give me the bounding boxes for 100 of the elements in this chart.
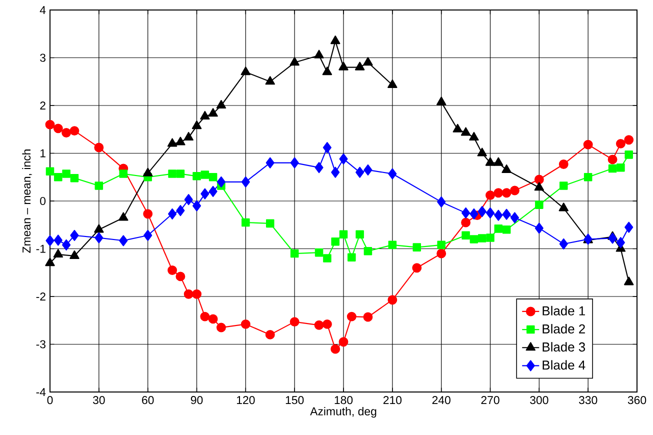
y-axis-title: Zmean – mean, inch [22, 150, 32, 253]
point [176, 272, 186, 282]
point [208, 108, 218, 117]
point [452, 124, 463, 132]
point [45, 258, 55, 266]
point [62, 239, 71, 250]
x-tick-label: 150 [286, 396, 304, 404]
y-tick-label: -1 [36, 244, 46, 253]
point [70, 174, 79, 182]
point [469, 132, 479, 141]
point [200, 170, 210, 179]
point [559, 182, 568, 190]
point [216, 322, 226, 332]
point [118, 212, 128, 221]
point [54, 172, 62, 182]
point [437, 196, 446, 208]
point [478, 206, 486, 218]
y-tick-label: -2 [36, 292, 46, 300]
point [502, 164, 512, 174]
point [412, 263, 422, 273]
point [461, 218, 471, 228]
point [168, 208, 177, 220]
point [338, 337, 348, 347]
point [314, 320, 324, 330]
point [208, 172, 218, 182]
point [240, 66, 251, 76]
point [558, 160, 568, 169]
point [94, 224, 104, 233]
point [616, 237, 625, 248]
point [535, 200, 544, 209]
point [144, 230, 152, 241]
point [470, 208, 478, 220]
point [534, 222, 544, 234]
point [119, 170, 128, 178]
point [168, 266, 178, 275]
y-tick-label: 2 [40, 102, 46, 110]
point [502, 208, 511, 220]
point [70, 250, 80, 259]
point [388, 295, 398, 305]
point [192, 120, 202, 130]
point [330, 344, 340, 354]
point [364, 164, 372, 176]
x-tick-label: 210 [383, 396, 402, 404]
point [486, 190, 495, 200]
point [184, 289, 194, 299]
point [559, 238, 568, 250]
point [346, 312, 356, 322]
y-tick-label: 1 [40, 149, 46, 158]
point [176, 136, 186, 146]
point [62, 128, 72, 138]
point [356, 230, 364, 239]
point [486, 207, 495, 218]
legend-label: Blade 3 [542, 342, 586, 352]
point [583, 140, 593, 150]
point [216, 100, 226, 109]
point [477, 148, 487, 156]
point [624, 150, 633, 159]
point [494, 188, 504, 198]
point [46, 167, 54, 176]
point [436, 248, 446, 258]
point [314, 162, 324, 174]
point [460, 127, 471, 136]
point [348, 253, 356, 262]
y-tick-label: -4 [36, 388, 46, 396]
point [290, 249, 299, 258]
x-tick-label: 30 [92, 396, 105, 404]
point [184, 132, 194, 141]
point [192, 200, 202, 212]
point [240, 319, 250, 329]
point [331, 237, 340, 246]
point [616, 163, 625, 172]
x-tick-label: 120 [236, 396, 255, 404]
point [200, 110, 210, 120]
x-tick-label: 270 [481, 396, 500, 404]
point [534, 182, 544, 191]
point [142, 168, 153, 176]
x-tick-label: 300 [530, 396, 548, 404]
legend-label: Blade 1 [542, 306, 585, 316]
point [266, 219, 274, 228]
point [70, 230, 79, 241]
point [364, 247, 372, 256]
point [322, 319, 332, 329]
point [437, 240, 446, 250]
point [208, 314, 218, 324]
point [70, 126, 80, 136]
point [200, 188, 210, 200]
point [322, 66, 332, 76]
point [290, 157, 299, 168]
point [266, 157, 274, 168]
point [167, 138, 178, 147]
point [184, 194, 193, 206]
point [494, 224, 503, 233]
legend-label: Blade 4 [542, 360, 586, 370]
point [176, 205, 185, 216]
point [208, 186, 218, 197]
point [510, 186, 520, 196]
x-tick-label: 60 [142, 396, 154, 404]
point [242, 218, 250, 227]
point [534, 174, 544, 184]
point [624, 135, 634, 145]
